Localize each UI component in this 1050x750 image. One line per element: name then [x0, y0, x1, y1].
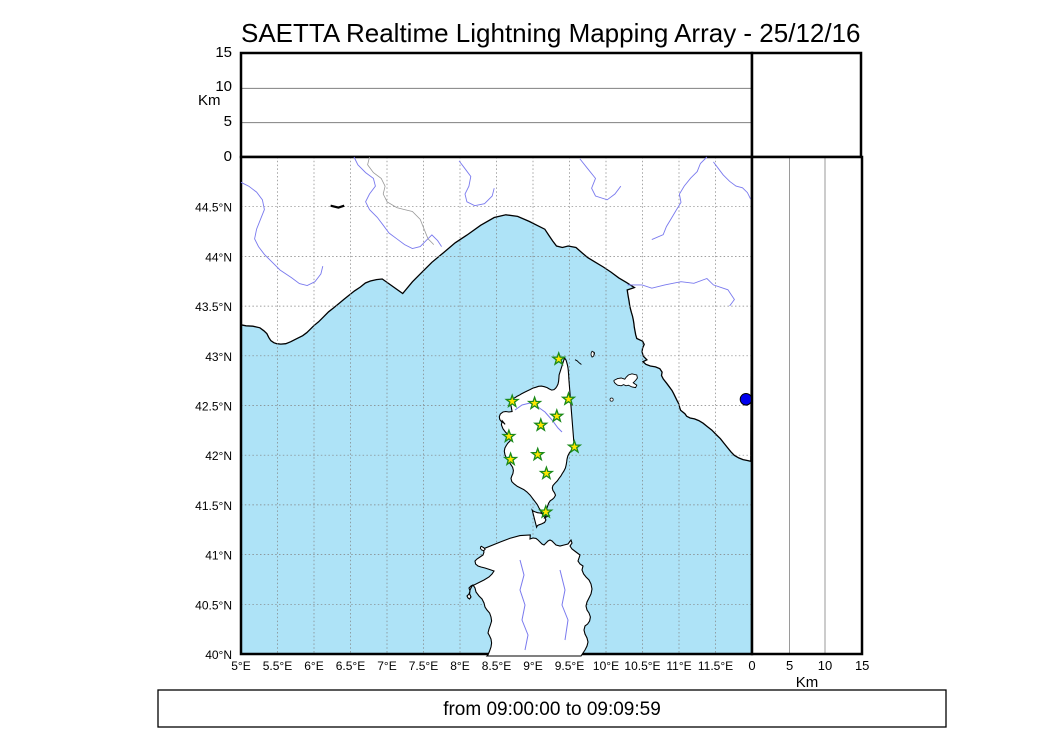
svg-text:5°E: 5°E	[231, 659, 250, 673]
svg-text:0: 0	[224, 148, 232, 165]
svg-text:41.5°N: 41.5°N	[195, 499, 232, 513]
svg-text:43°N: 43°N	[205, 350, 232, 364]
svg-text:8°E: 8°E	[450, 659, 469, 673]
svg-text:7.5°E: 7.5°E	[409, 659, 438, 673]
svg-text:SAETTA Realtime Lightning Mapp: SAETTA Realtime Lightning Mapping Array …	[241, 18, 861, 48]
svg-text:43.5°N: 43.5°N	[195, 300, 232, 314]
svg-text:9.5°E: 9.5°E	[555, 659, 584, 673]
svg-text:5: 5	[786, 658, 793, 673]
svg-text:10°E: 10°E	[593, 659, 619, 673]
svg-text:11°E: 11°E	[666, 659, 691, 673]
svg-text:15: 15	[215, 44, 232, 61]
svg-text:10: 10	[818, 658, 832, 673]
svg-text:9°E: 9°E	[523, 659, 542, 673]
svg-text:from 09:00:00 to 09:09:59: from 09:00:00 to 09:09:59	[443, 699, 661, 720]
svg-text:Km: Km	[198, 92, 221, 109]
svg-text:Km: Km	[796, 674, 819, 691]
svg-text:0: 0	[748, 658, 755, 673]
svg-text:41°N: 41°N	[205, 549, 232, 563]
svg-text:42°N: 42°N	[205, 449, 232, 463]
svg-text:40°N: 40°N	[205, 648, 232, 662]
svg-text:11.5°E: 11.5°E	[698, 659, 733, 673]
svg-text:44°N: 44°N	[205, 250, 232, 264]
svg-text:7°E: 7°E	[377, 659, 396, 673]
svg-text:10.5°E: 10.5°E	[624, 659, 660, 673]
svg-text:40.5°N: 40.5°N	[195, 598, 232, 612]
svg-text:6°E: 6°E	[304, 659, 323, 673]
svg-text:6.5°E: 6.5°E	[336, 659, 365, 673]
svg-text:5.5°E: 5.5°E	[263, 659, 292, 673]
svg-text:5: 5	[224, 113, 232, 130]
svg-text:15: 15	[855, 658, 869, 673]
svg-text:44.5°N: 44.5°N	[195, 201, 232, 215]
svg-text:42.5°N: 42.5°N	[195, 400, 232, 414]
svg-text:8.5°E: 8.5°E	[482, 659, 511, 673]
